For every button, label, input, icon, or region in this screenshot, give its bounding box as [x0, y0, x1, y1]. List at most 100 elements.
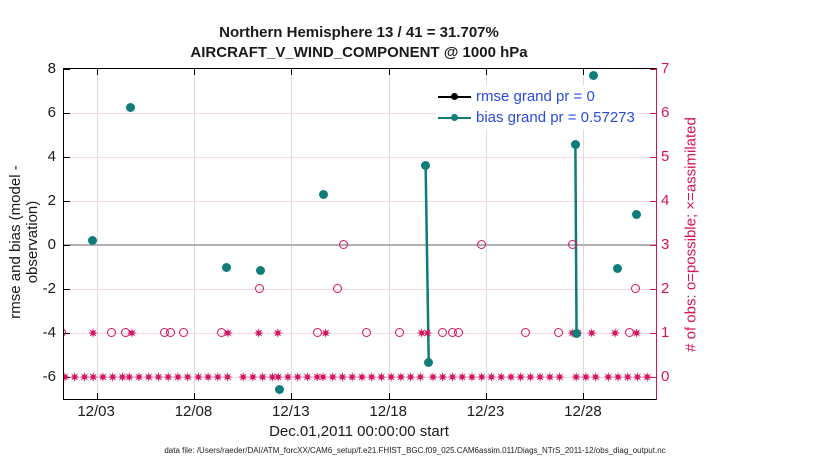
obs-zero-count-marker	[642, 372, 653, 382]
obs-assimilated-marker	[126, 328, 137, 338]
y-gridline	[64, 332, 656, 334]
obs-zero-count-marker	[515, 372, 526, 382]
bias-point	[570, 140, 580, 150]
y-tick-label-right: 1	[661, 324, 670, 341]
obs-zero-count-marker	[302, 372, 313, 382]
x-gridline	[96, 69, 98, 399]
x-tick-label: 12/23	[466, 403, 505, 420]
obs-zero-count-marker	[447, 372, 458, 382]
obs-zero-count-marker	[117, 372, 128, 382]
obs-possible-marker	[332, 283, 342, 293]
x-tick-mark-top	[96, 69, 98, 75]
y-tick-label-right: 0	[661, 368, 670, 385]
obs-zero-count-marker	[603, 372, 614, 382]
y-tick-mark-left	[64, 332, 70, 334]
obs-possible-marker	[313, 327, 323, 337]
obs-zero-count-marker	[622, 372, 633, 382]
x-tick-mark	[96, 393, 98, 399]
obs-possible-marker	[521, 327, 531, 337]
x-gridline	[193, 69, 195, 399]
chart-title: Northern Hemisphere 13 / 41 = 31.707%	[219, 24, 499, 41]
x-gridline	[291, 69, 293, 399]
obs-possible-marker	[338, 239, 348, 249]
y-tick-label-left: 2	[47, 192, 56, 209]
obs-zero-count-marker	[312, 372, 323, 382]
y-tick-label-left: -2	[42, 280, 56, 297]
x-tick-mark	[583, 393, 585, 399]
obs-zero-count-marker	[193, 372, 204, 382]
y-tick-mark-left	[64, 244, 70, 246]
obs-assimilated-marker	[610, 328, 621, 338]
y-tick-mark-left	[64, 112, 70, 114]
obs-zero-count-marker	[163, 372, 174, 382]
obs-zero-count-marker	[79, 372, 90, 382]
obs-zero-count-marker	[571, 372, 582, 382]
y-gridline	[64, 156, 656, 158]
obs-zero-count-marker	[535, 372, 546, 382]
legend-row-rmse: rmse grand pr = 0	[438, 86, 635, 107]
obs-possible-marker	[438, 327, 448, 337]
obs-zero-count-marker	[273, 372, 284, 382]
bias-point	[87, 236, 97, 246]
x-tick-mark	[388, 393, 390, 399]
obs-zero-count-marker	[386, 372, 397, 382]
bias-point	[275, 384, 285, 394]
obs-zero-count-marker	[153, 372, 164, 382]
x-gridline	[388, 69, 390, 399]
y-gridline	[64, 288, 656, 290]
obs-zero-count-marker	[428, 372, 439, 382]
obs-possible-marker	[631, 283, 641, 293]
obs-possible-marker	[216, 327, 226, 337]
obs-zero-count-marker	[476, 372, 487, 382]
obs-zero-count-marker	[203, 372, 214, 382]
y-tick-label-right: 6	[661, 104, 670, 121]
obs-assimilated-marker	[320, 328, 331, 338]
obs-possible-marker	[362, 327, 372, 337]
obs-zero-count-marker	[247, 372, 258, 382]
bias-point	[424, 358, 434, 368]
y-tick-mark-left	[64, 156, 70, 158]
obs-possible-marker	[178, 327, 188, 337]
obs-possible-marker	[454, 327, 464, 337]
obs-zero-count-marker	[238, 372, 249, 382]
obs-zero-count-marker	[88, 372, 99, 382]
chart-subtitle: AIRCRAFT_V_WIND_COMPONENT @ 1000 hPa	[190, 44, 528, 61]
obs-zero-count-marker	[376, 372, 387, 382]
obs-zero-count-marker	[632, 372, 643, 382]
y-tick-label-right: 2	[661, 280, 670, 297]
bias-point	[588, 71, 598, 81]
obs-zero-count-marker	[347, 372, 358, 382]
obs-zero-count-marker	[257, 372, 268, 382]
y-tick-mark-right	[650, 200, 656, 202]
obs-zero-count-marker	[395, 372, 406, 382]
y-gridline	[64, 112, 656, 114]
y-tick-mark-right	[650, 332, 656, 334]
bias-point	[612, 263, 622, 273]
obs-zero-count-marker	[337, 372, 348, 382]
y-tick-mark-left	[64, 200, 70, 202]
obs-possible-marker	[165, 327, 175, 337]
obs-zero-count-marker	[292, 372, 303, 382]
y-tick-mark-left	[64, 69, 70, 70]
y-tick-label-left: 6	[47, 104, 56, 121]
obs-assimilated-marker	[416, 328, 427, 338]
obs-zero-count-marker	[222, 372, 233, 382]
obs-assimilated-marker	[253, 328, 264, 338]
obs-zero-count-marker	[124, 372, 135, 382]
y-tick-label-left: 0	[47, 236, 56, 253]
x-gridline	[583, 69, 585, 399]
x-tick-label: 12/08	[174, 403, 213, 420]
y-tick-mark-right	[650, 69, 656, 70]
obs-zero-count-marker	[613, 372, 624, 382]
x-tick-mark-top	[291, 69, 293, 75]
x-tick-label: 12/03	[77, 403, 115, 420]
obs-zero-count-marker	[554, 372, 565, 382]
obs-zero-count-marker	[133, 372, 144, 382]
obs-possible-marker	[625, 327, 635, 337]
bias-point	[421, 161, 431, 171]
y-tick-label-right: 5	[661, 148, 670, 165]
obs-assimilated-marker	[88, 328, 99, 338]
obs-assimilated-marker	[272, 328, 283, 338]
y-tick-mark-left	[64, 288, 70, 290]
bias-legend-marker-icon	[438, 113, 471, 122]
